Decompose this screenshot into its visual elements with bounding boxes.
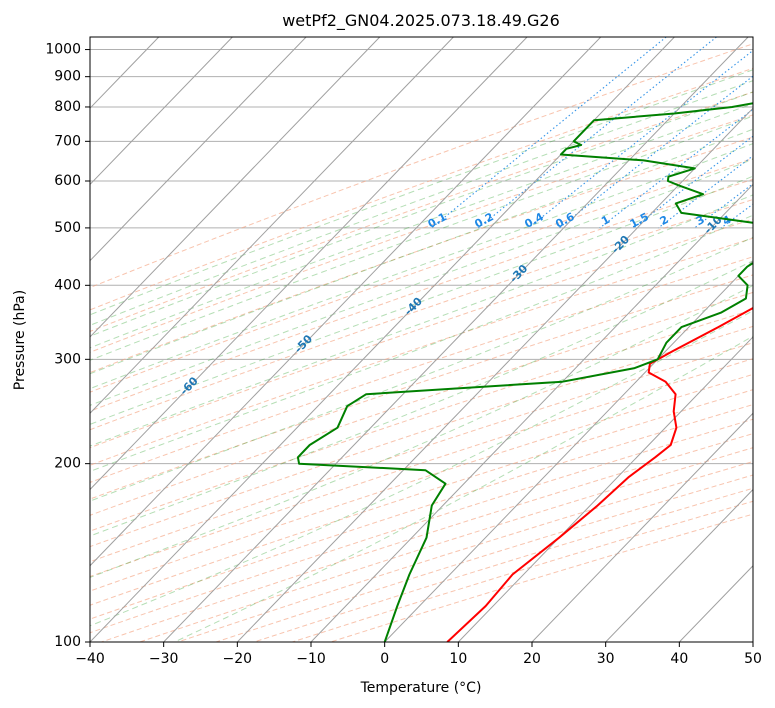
moist-adiabat: [90, 69, 753, 316]
moist-adiabat: [90, 175, 753, 425]
isotherm: [90, 37, 602, 567]
dry-adiabat: [90, 178, 753, 412]
y-tick-label: 600: [54, 173, 81, 189]
temperature-profile: [446, 306, 753, 642]
y-tick-label: 400: [54, 277, 81, 293]
dry-adiabat: [90, 43, 753, 289]
isotherm: [90, 37, 381, 338]
isotherm: [531, 412, 753, 642]
y-tick-label: 200: [54, 456, 81, 472]
y-tick-label: 700: [54, 133, 81, 149]
x-axis-ticks: −40 −30 −20 −10 0 10 20 30 40 50: [75, 642, 762, 667]
isotherm: [236, 107, 753, 642]
moist-adiabat: [90, 194, 753, 447]
y-axis-label: Pressure (hPa): [12, 290, 28, 390]
x-tick-label: 10: [449, 651, 467, 667]
x-tick-label: 50: [744, 651, 762, 667]
pressure-gridlines: [90, 49, 753, 642]
dry-adiabat: [90, 274, 753, 500]
isotherm: [90, 37, 307, 262]
moist-adiabat: [90, 91, 753, 337]
moist-adiabat: [90, 143, 753, 390]
sounding-profiles: [296, 102, 753, 642]
y-tick-label: 1000: [45, 42, 81, 58]
mixing-ratio-line: [431, 37, 667, 229]
x-tick-label: −20: [223, 651, 253, 667]
plot-frame: [89, 36, 754, 643]
isotherm: [384, 259, 753, 642]
y-tick-label: 300: [54, 351, 81, 367]
moist-adiabat: [90, 214, 753, 472]
x-tick-label: 40: [670, 651, 688, 667]
isotherm: [605, 488, 753, 642]
isotherm: [90, 37, 528, 491]
x-tick-label: −40: [75, 651, 105, 667]
dry-adiabat: [90, 67, 753, 311]
x-tick-label: −30: [149, 651, 179, 667]
x-tick-label: 30: [597, 651, 615, 667]
moist-adiabat: [90, 310, 753, 627]
y-tick-label: 900: [54, 69, 81, 85]
moist-adiabat: [90, 128, 753, 375]
isotherm: [310, 183, 753, 642]
isotherm: [90, 37, 233, 186]
x-axis-label: Temperature (°C): [360, 680, 482, 696]
dry-adiabat: [90, 136, 753, 374]
plot-area: -100-90-80-70-60-50-40-30-20-10010203040…: [90, 37, 753, 642]
y-axis-ticks: 100 200 300 400 500 600 700 800 900 1000: [45, 42, 90, 650]
mixing-ratio-line: [658, 155, 753, 229]
dry-adiabat: [90, 198, 753, 431]
mixing-ratio-line: [599, 108, 753, 229]
moist-adiabat: [90, 80, 753, 326]
y-tick-label: 500: [54, 220, 81, 236]
isotherm: [163, 37, 749, 642]
x-tick-label: 20: [523, 651, 541, 667]
y-tick-label: 800: [54, 99, 81, 115]
x-tick-label: 0: [380, 651, 389, 667]
moist-adiabats: [90, 69, 753, 642]
isotherm: [90, 37, 454, 414]
dewpoint-profile: [296, 102, 753, 642]
moist-adiabat: [90, 115, 753, 361]
dry-adiabat: [90, 237, 753, 466]
x-tick-label: −10: [296, 651, 326, 667]
y-tick-label: 100: [54, 634, 81, 650]
dry-adiabat: [90, 218, 753, 449]
chart-title: wetPf2_GN04.2025.073.18.49.G26: [282, 11, 560, 31]
moist-adiabat: [90, 284, 753, 578]
